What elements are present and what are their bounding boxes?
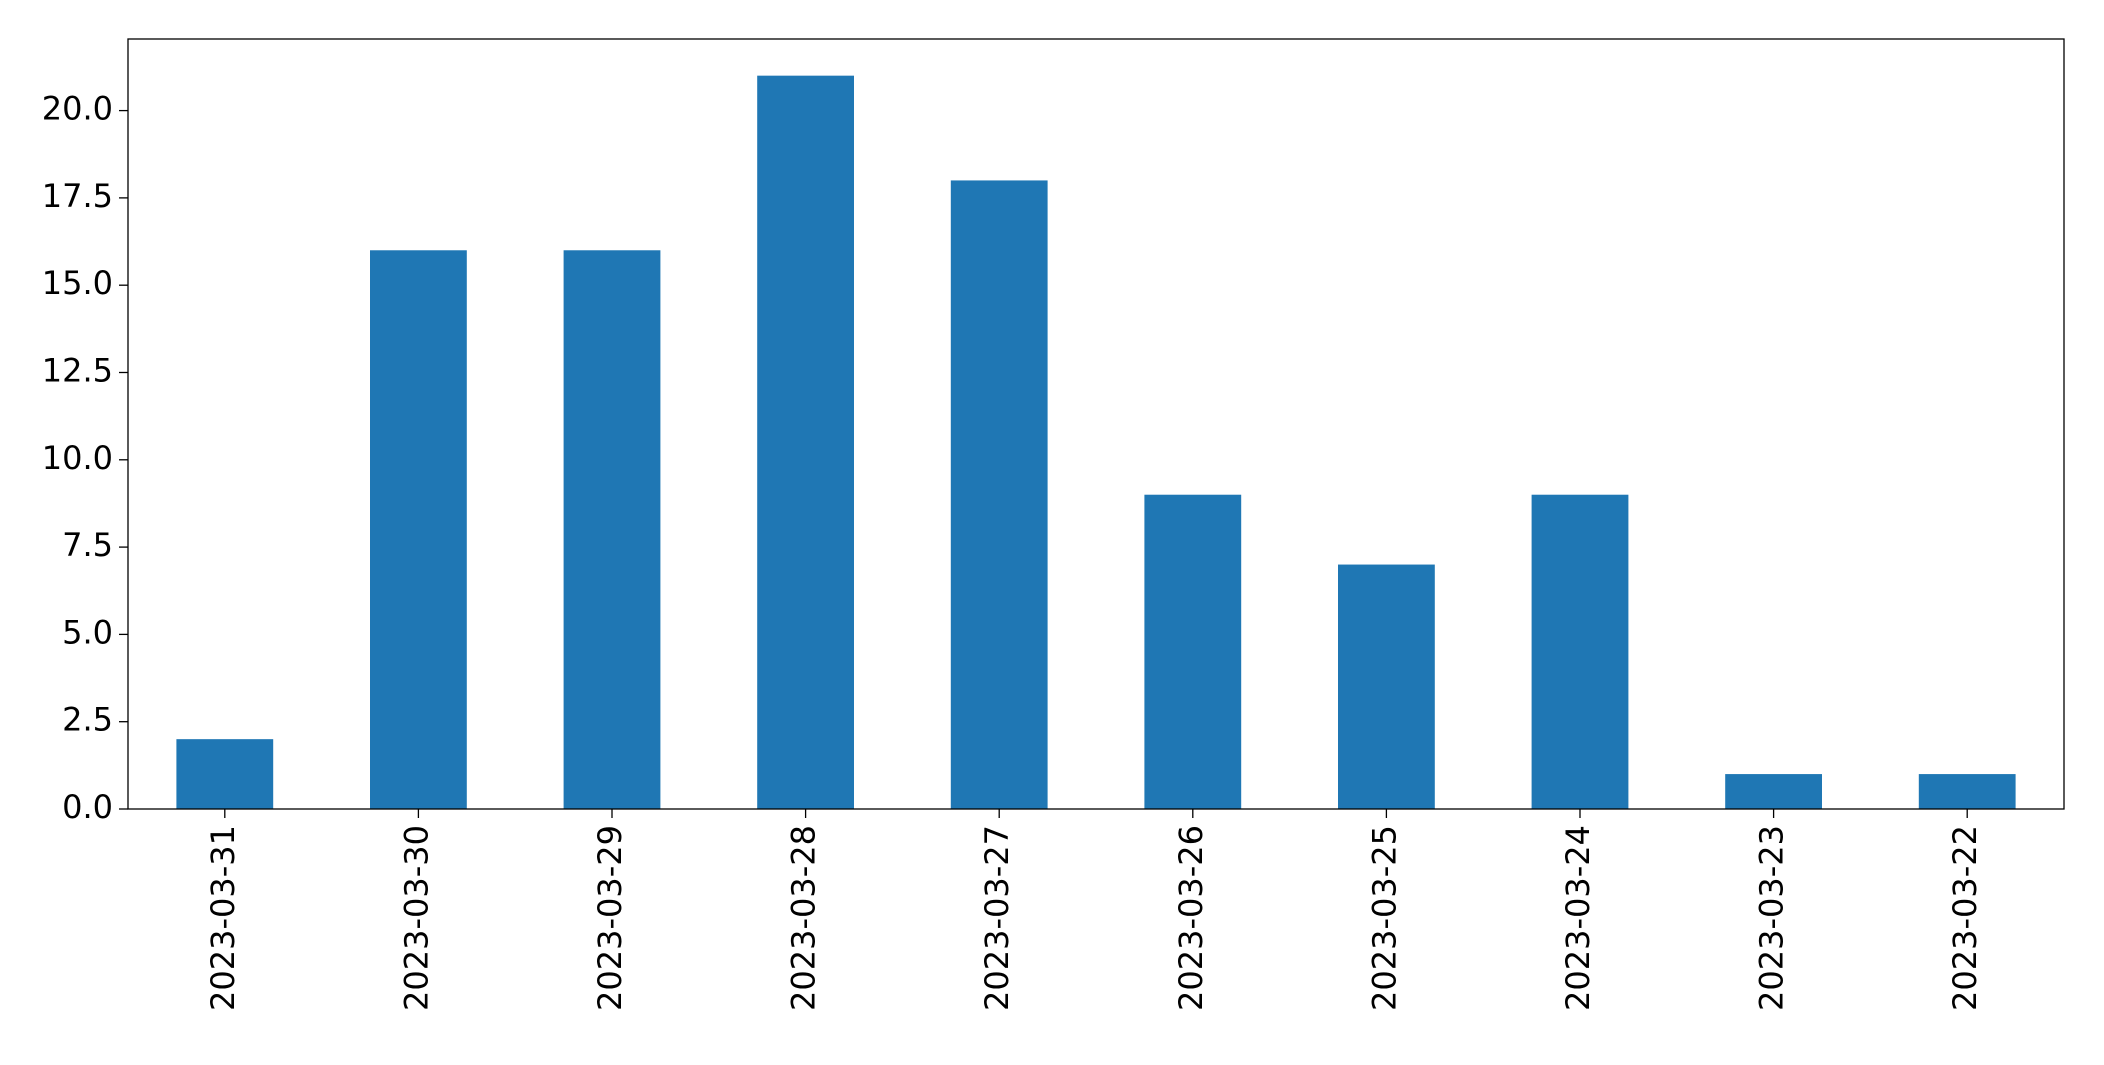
x-tick-label: 2023-03-28	[785, 825, 823, 1011]
x-tick-label: 2023-03-24	[1559, 825, 1597, 1011]
y-tick-label: 0.0	[62, 788, 113, 826]
bar	[950, 180, 1048, 809]
y-tick-label: 17.5	[42, 177, 113, 215]
y-tick-label: 7.5	[62, 526, 113, 564]
bar	[1725, 774, 1822, 809]
x-tick-label: 2023-03-26	[1172, 825, 1210, 1011]
y-tick-label: 10.0	[42, 439, 113, 477]
bar	[1531, 494, 1629, 809]
y-tick-label: 20.0	[42, 90, 113, 128]
y-tick-label: 15.0	[42, 264, 113, 302]
x-tick-label: 2023-03-25	[1365, 825, 1403, 1011]
x-tick-label: 2023-03-27	[978, 825, 1016, 1011]
bar	[370, 250, 467, 809]
bar	[1144, 494, 1242, 809]
bar	[176, 739, 274, 809]
bar	[563, 250, 661, 809]
bar	[1338, 564, 1435, 809]
x-tick-label: 2023-03-29	[591, 825, 629, 1011]
x-tick-label: 2023-03-30	[397, 825, 435, 1011]
y-tick-label: 5.0	[62, 613, 113, 651]
bar	[1918, 774, 2016, 809]
x-tick-label: 2023-03-22	[1946, 825, 1984, 1011]
y-tick-label: 12.5	[42, 351, 113, 389]
x-tick-label: 2023-03-23	[1753, 825, 1791, 1011]
y-tick-label: 2.5	[62, 701, 113, 739]
bar	[757, 75, 854, 809]
plot-frame	[127, 38, 2065, 810]
x-tick-label: 2023-03-31	[204, 825, 242, 1011]
